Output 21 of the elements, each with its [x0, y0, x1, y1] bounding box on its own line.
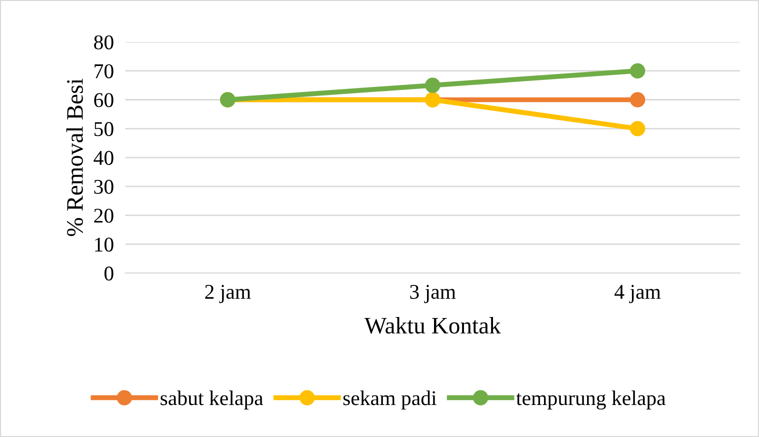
- y-tick-label: 50: [94, 122, 114, 136]
- point: [630, 63, 646, 78]
- y-tick-label: 60: [94, 93, 114, 108]
- legend-label: sekam padi: [343, 390, 436, 410]
- y-tick-label: 40: [94, 150, 114, 165]
- y-tick-label: 20: [94, 208, 114, 223]
- point: [630, 121, 646, 136]
- legend-label: tempurung kelapa: [516, 390, 666, 410]
- x-tick-label: 3 jam: [410, 284, 456, 304]
- y-tick-label: 70: [94, 64, 114, 78]
- y-tick-label: 10: [95, 238, 114, 252]
- point: [424, 78, 440, 93]
- point: [630, 92, 646, 108]
- y-axis-title: % Removal Besi: [66, 78, 84, 236]
- x-axis-title: Waktu Kontak: [364, 317, 501, 334]
- y-tick-label: 30: [94, 180, 114, 194]
- x-tick-label: 4 jam: [614, 284, 661, 304]
- legend-label: sabut kelapa: [160, 390, 264, 410]
- x-tick-label: 2 jam: [205, 284, 251, 304]
- y-tick-label: 80: [94, 35, 114, 50]
- y-tick-label: 0: [104, 266, 114, 281]
